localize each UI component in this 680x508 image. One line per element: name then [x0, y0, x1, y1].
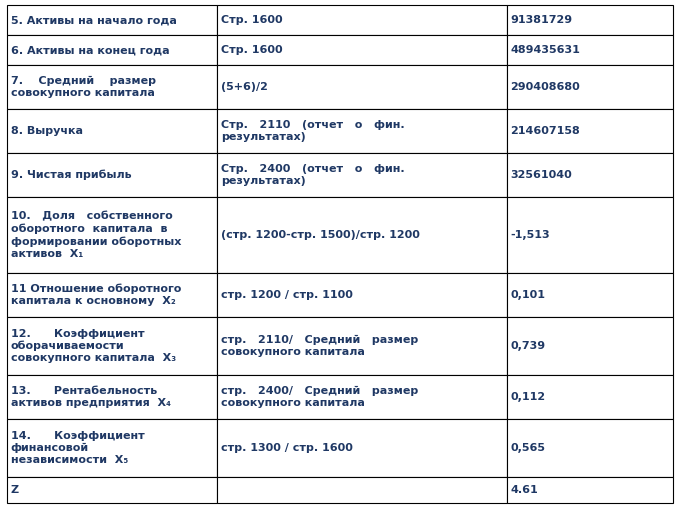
Text: 290408680: 290408680	[511, 82, 580, 92]
Bar	[507, 153, 673, 197]
Bar	[217, 35, 507, 65]
Text: 489435631: 489435631	[511, 45, 581, 55]
Bar	[217, 65, 507, 109]
Bar	[217, 419, 507, 477]
Text: Стр. 1600: Стр. 1600	[221, 15, 282, 25]
Text: 0,739: 0,739	[511, 341, 546, 351]
Text: (стр. 1200-стр. 1500)/стр. 1200: (стр. 1200-стр. 1500)/стр. 1200	[221, 230, 420, 240]
Bar	[7, 477, 217, 503]
Text: 14.      Коэффициент
финансовой
независимости  X₅: 14. Коэффициент финансовой независимости…	[11, 431, 145, 465]
Bar	[507, 477, 673, 503]
Bar	[507, 197, 673, 273]
Text: стр.   2110/   Средний   размер
совокупного капитала: стр. 2110/ Средний размер совокупного ка…	[221, 335, 418, 357]
Bar	[217, 273, 507, 317]
Bar	[507, 5, 673, 35]
Bar	[507, 65, 673, 109]
Bar	[507, 109, 673, 153]
Text: 0,565: 0,565	[511, 443, 545, 453]
Text: 5. Активы на начало года: 5. Активы на начало года	[11, 15, 177, 25]
Text: 13.      Рентабельность
активов предприятия  X₄: 13. Рентабельность активов предприятия X…	[11, 386, 171, 408]
Text: Стр. 1600: Стр. 1600	[221, 45, 282, 55]
Text: 0,101: 0,101	[511, 290, 545, 300]
Text: 10.   Доля   собственного
оборотного  капитала  в
формировании оборотных
активов: 10. Доля собственного оборотного капитал…	[11, 211, 181, 259]
Text: 7.    Средний    размер
совокупного капитала: 7. Средний размер совокупного капитала	[11, 76, 156, 98]
Bar	[217, 375, 507, 419]
Bar	[7, 419, 217, 477]
Text: Z: Z	[11, 485, 19, 495]
Text: 214607158: 214607158	[511, 126, 580, 136]
Text: стр.   2400/   Средний   размер
совокупного капитала: стр. 2400/ Средний размер совокупного ка…	[221, 386, 418, 408]
Bar	[217, 197, 507, 273]
Text: (5+6)/2: (5+6)/2	[221, 82, 268, 92]
Bar	[507, 317, 673, 375]
Bar	[7, 5, 217, 35]
Bar	[7, 375, 217, 419]
Bar	[7, 153, 217, 197]
Bar	[217, 153, 507, 197]
Text: Стр.   2400   (отчет   о   фин.
результатах): Стр. 2400 (отчет о фин. результатах)	[221, 164, 405, 186]
Bar	[217, 5, 507, 35]
Text: 9. Чистая прибыль: 9. Чистая прибыль	[11, 170, 131, 180]
Bar	[7, 109, 217, 153]
Text: Стр.   2110   (отчет   о   фин.
результатах): Стр. 2110 (отчет о фин. результатах)	[221, 120, 405, 142]
Bar	[7, 65, 217, 109]
Bar	[217, 109, 507, 153]
Text: стр. 1300 / стр. 1600: стр. 1300 / стр. 1600	[221, 443, 353, 453]
Bar	[507, 419, 673, 477]
Bar	[217, 477, 507, 503]
Text: 0,112: 0,112	[511, 392, 546, 402]
Text: 8. Выручка: 8. Выручка	[11, 126, 83, 136]
Bar	[507, 35, 673, 65]
Text: 11 Отношение оборотного
капитала к основному  X₂: 11 Отношение оборотного капитала к основ…	[11, 284, 181, 306]
Text: 32561040: 32561040	[511, 170, 573, 180]
Text: 6. Активы на конец года: 6. Активы на конец года	[11, 45, 169, 55]
Bar	[507, 273, 673, 317]
Text: -1,513: -1,513	[511, 230, 550, 240]
Bar	[217, 317, 507, 375]
Text: 12.      Коэффициент
оборачиваемости
совокупного капитала  X₃: 12. Коэффициент оборачиваемости совокупн…	[11, 329, 176, 363]
Bar	[7, 35, 217, 65]
Bar	[7, 317, 217, 375]
Bar	[507, 375, 673, 419]
Bar	[7, 273, 217, 317]
Text: 91381729: 91381729	[511, 15, 573, 25]
Text: 4.61: 4.61	[511, 485, 539, 495]
Text: стр. 1200 / стр. 1100: стр. 1200 / стр. 1100	[221, 290, 353, 300]
Bar	[7, 197, 217, 273]
